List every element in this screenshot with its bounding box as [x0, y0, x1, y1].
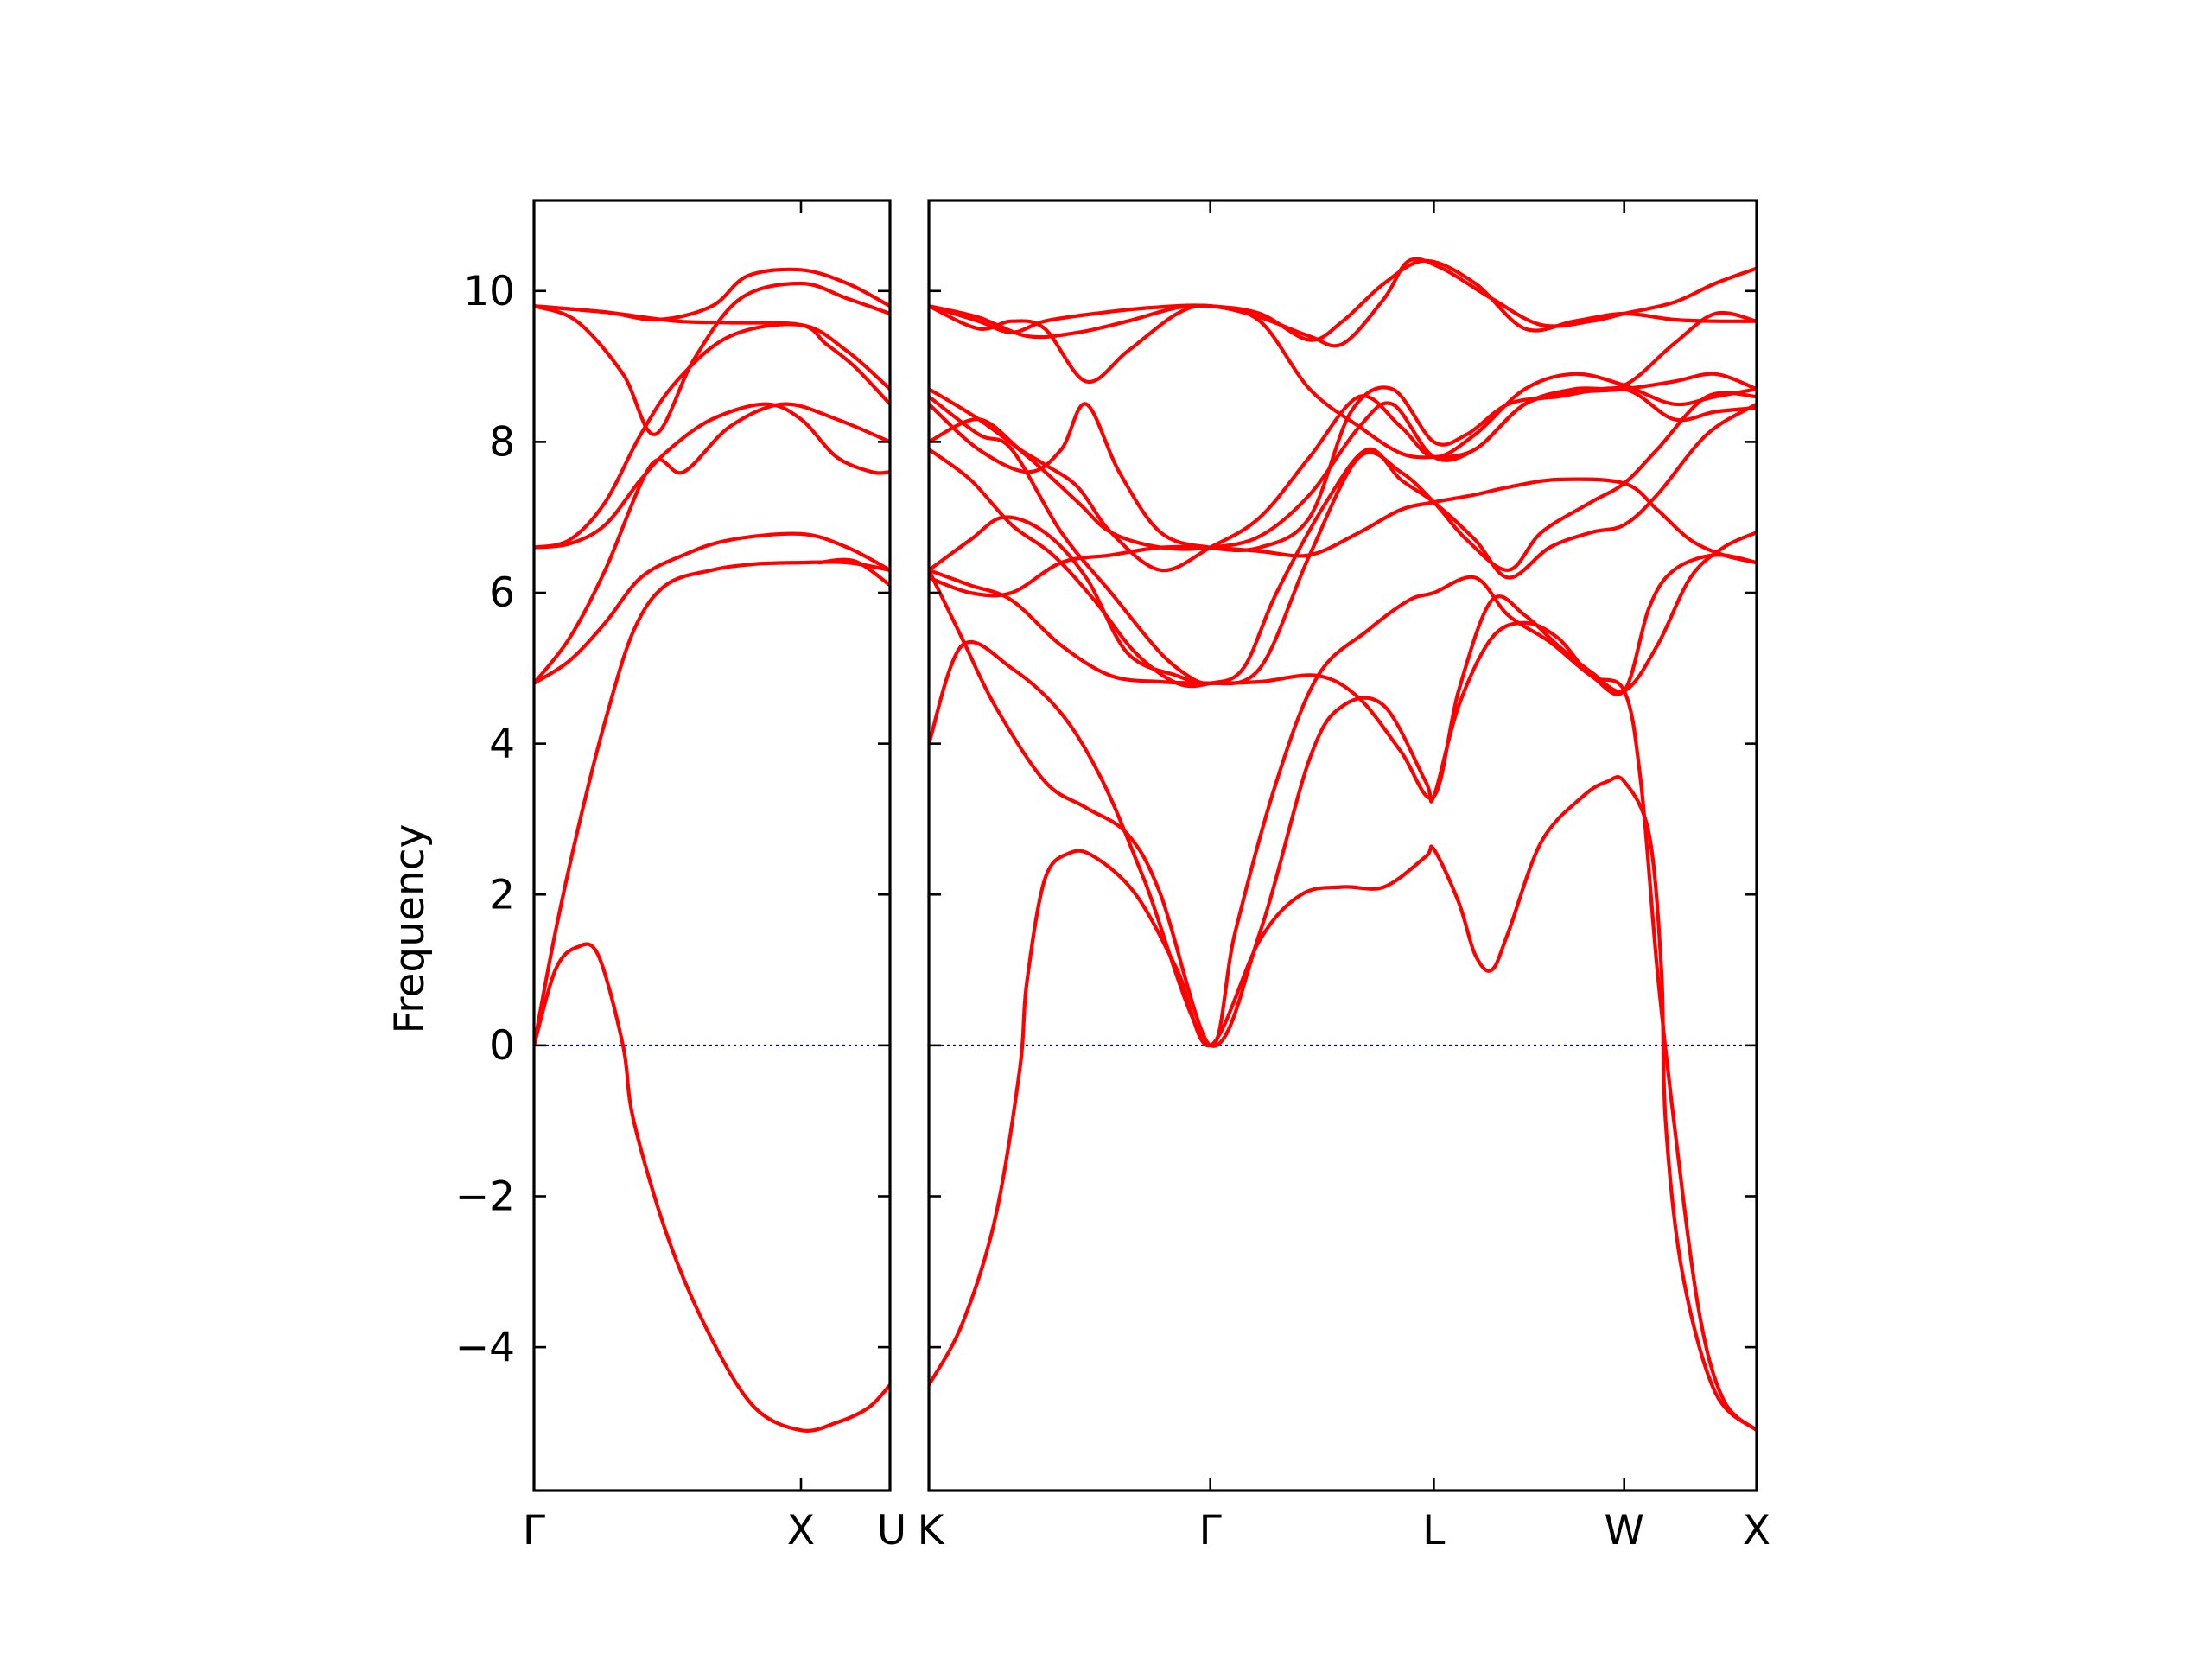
- x-tick-label: Γ: [1199, 1507, 1222, 1554]
- band-line-1-3: [929, 531, 1757, 800]
- band-line-1-5: [929, 477, 1757, 598]
- band-line-1-12: [929, 257, 1757, 348]
- band-line-0-8: [534, 267, 890, 322]
- x-tick-label: L: [1422, 1507, 1445, 1554]
- band-line-0-3: [534, 402, 890, 685]
- y-tick-label: −2: [455, 1173, 515, 1220]
- axes-frame: [532, 199, 892, 1492]
- y-tick-label: 4: [489, 721, 515, 768]
- panel-left: −4 −2 0 2 4 6 8 10 Γ X U: [455, 199, 906, 1554]
- band-line-1-8: [929, 372, 1757, 551]
- band-line-0-7: [534, 304, 890, 406]
- axes-frame: [927, 199, 1758, 1492]
- band-line-1-6: [929, 391, 1757, 686]
- band-line-1-13: [929, 394, 1212, 685]
- y-tick-label: 6: [489, 569, 515, 617]
- y-tick-label: 0: [489, 1022, 515, 1070]
- x-tick-label: X: [1743, 1507, 1770, 1554]
- band-line-1-4: [929, 402, 1757, 689]
- y-tick-label: 8: [489, 418, 515, 466]
- band-line-0-1: [534, 560, 890, 1047]
- y-axis-label: Frequency: [386, 824, 434, 1034]
- band-line-0-6: [534, 281, 890, 436]
- x-tick-label: X: [787, 1507, 815, 1554]
- band-line-1-0: [929, 774, 1757, 1433]
- band-line-0-2: [534, 531, 890, 685]
- x-tick-label: W: [1604, 1507, 1643, 1554]
- band-line-1-1: [929, 553, 1757, 1048]
- x-tick-label: U: [877, 1507, 906, 1554]
- band-group: [534, 267, 890, 1433]
- y-tick-label: 10: [463, 268, 515, 315]
- y-tick-label: 2: [489, 871, 515, 918]
- x-tick-label: K: [918, 1507, 945, 1554]
- x-tick-label: Γ: [523, 1507, 545, 1554]
- band-line-0-9: [817, 557, 890, 588]
- y-tick-label: −4: [455, 1324, 515, 1371]
- band-group: [929, 257, 1757, 1433]
- band-line-1-2: [929, 620, 1757, 1433]
- band-line-0-5: [534, 322, 890, 550]
- band-line-0-0: [534, 942, 890, 1433]
- band-line-1-11: [929, 258, 1757, 342]
- band-line-0-4: [534, 402, 890, 550]
- band-line-1-9: [929, 372, 1757, 573]
- band-line-1-10: [929, 303, 1757, 460]
